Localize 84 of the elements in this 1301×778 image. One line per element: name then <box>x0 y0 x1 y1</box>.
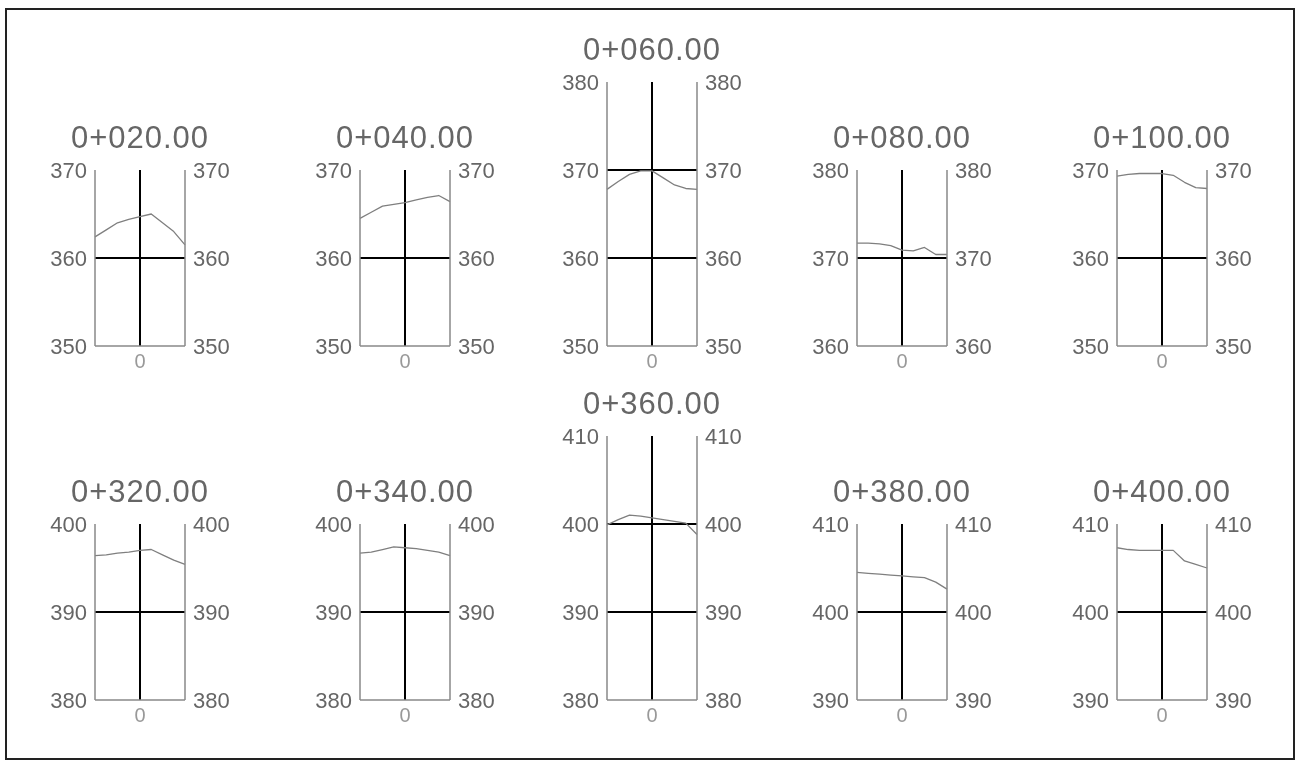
y2-tick-label: 350 <box>193 333 230 359</box>
y-tick-label: 370 <box>812 245 849 271</box>
y2-tick-label: 410 <box>955 511 992 537</box>
y2-tick-label: 390 <box>1215 687 1252 713</box>
y2-tick-label: 380 <box>705 687 742 713</box>
y-tick-label: 390 <box>315 599 352 625</box>
chart-title: 0+360.00 <box>581 385 723 423</box>
x-tick-label: 0 <box>134 704 146 727</box>
y-tick-label: 380 <box>812 157 849 183</box>
y-tick-label: 410 <box>562 423 599 449</box>
y2-tick-label: 390 <box>955 687 992 713</box>
chart-title: 0+340.00 <box>334 473 476 511</box>
chart-title: 0+040.00 <box>334 119 476 157</box>
y-tick-label: 380 <box>50 687 87 713</box>
y2-tick-label: 380 <box>955 157 992 183</box>
y2-tick-label: 410 <box>1215 511 1252 537</box>
y-tick-label: 390 <box>1072 687 1109 713</box>
x-tick-label: 0 <box>646 704 658 727</box>
y2-tick-label: 390 <box>458 599 495 625</box>
y-tick-label: 400 <box>562 511 599 537</box>
y-tick-label: 370 <box>50 157 87 183</box>
y-tick-label: 350 <box>562 333 599 359</box>
y2-tick-label: 370 <box>1215 157 1252 183</box>
y-tick-label: 350 <box>1072 333 1109 359</box>
x-tick-label: 0 <box>1156 704 1168 727</box>
y2-tick-label: 350 <box>458 333 495 359</box>
y-tick-label: 360 <box>1072 245 1109 271</box>
y2-tick-label: 380 <box>458 687 495 713</box>
y-tick-label: 370 <box>1072 157 1109 183</box>
y-tick-label: 400 <box>315 511 352 537</box>
x-tick-label: 0 <box>896 350 908 373</box>
y-tick-label: 400 <box>50 511 87 537</box>
y2-tick-label: 360 <box>458 245 495 271</box>
y-tick-label: 350 <box>315 333 352 359</box>
y2-tick-label: 400 <box>458 511 495 537</box>
y-tick-label: 400 <box>812 599 849 625</box>
y-tick-label: 410 <box>1072 511 1109 537</box>
y-tick-label: 390 <box>562 599 599 625</box>
y2-tick-label: 360 <box>705 245 742 271</box>
x-tick-label: 0 <box>134 350 146 373</box>
y2-tick-label: 350 <box>705 333 742 359</box>
y-tick-label: 370 <box>562 157 599 183</box>
y-tick-label: 370 <box>315 157 352 183</box>
y-tick-label: 380 <box>562 687 599 713</box>
x-tick-label: 0 <box>399 704 411 727</box>
x-tick-label: 0 <box>1156 350 1168 373</box>
chart-title: 0+060.00 <box>581 31 723 69</box>
y-tick-label: 360 <box>315 245 352 271</box>
y-tick-label: 390 <box>50 599 87 625</box>
y2-tick-label: 390 <box>705 599 742 625</box>
y2-tick-label: 370 <box>705 157 742 183</box>
y-tick-label: 360 <box>562 245 599 271</box>
y2-tick-label: 360 <box>1215 245 1252 271</box>
y-tick-label: 350 <box>50 333 87 359</box>
y2-tick-label: 370 <box>458 157 495 183</box>
y2-tick-label: 400 <box>955 599 992 625</box>
y2-tick-label: 350 <box>1215 333 1252 359</box>
y2-tick-label: 370 <box>955 245 992 271</box>
chart-title: 0+400.00 <box>1091 473 1233 511</box>
y-tick-label: 390 <box>812 687 849 713</box>
x-tick-label: 0 <box>896 704 908 727</box>
y2-tick-label: 410 <box>705 423 742 449</box>
y2-tick-label: 380 <box>193 687 230 713</box>
chart-title: 0+320.00 <box>69 473 211 511</box>
y-tick-label: 380 <box>562 69 599 95</box>
chart-title: 0+380.00 <box>831 473 973 511</box>
y-tick-label: 360 <box>50 245 87 271</box>
x-tick-label: 0 <box>399 350 411 373</box>
y2-tick-label: 380 <box>705 69 742 95</box>
y-tick-label: 410 <box>812 511 849 537</box>
chart-title: 0+100.00 <box>1091 119 1233 157</box>
chart-title: 0+080.00 <box>831 119 973 157</box>
y2-tick-label: 360 <box>193 245 230 271</box>
y-tick-label: 360 <box>812 333 849 359</box>
y-tick-label: 380 <box>315 687 352 713</box>
chart-title: 0+020.00 <box>69 119 211 157</box>
y2-tick-label: 400 <box>1215 599 1252 625</box>
x-tick-label: 0 <box>646 350 658 373</box>
y2-tick-label: 370 <box>193 157 230 183</box>
y2-tick-label: 400 <box>193 511 230 537</box>
y-tick-label: 400 <box>1072 599 1109 625</box>
y2-tick-label: 390 <box>193 599 230 625</box>
y2-tick-label: 400 <box>705 511 742 537</box>
y2-tick-label: 360 <box>955 333 992 359</box>
